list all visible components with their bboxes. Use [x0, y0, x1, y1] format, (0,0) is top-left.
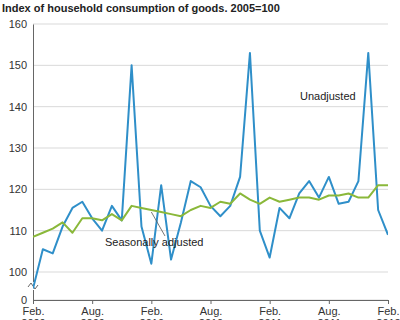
plot-area [33, 53, 388, 289]
x-tick-label-line: Feb. [259, 305, 281, 317]
x-tick-mark [151, 300, 152, 304]
x-tick-label-line: Aug. [318, 305, 341, 317]
x-tick-mark [92, 300, 93, 304]
x-tick: Feb.2009 [21, 300, 45, 320]
y-tick: 150 [9, 59, 33, 71]
y-axis-line [33, 25, 34, 301]
x-axis: Feb.2009Aug.2009Feb.2010Aug.2010Feb.2011… [21, 300, 400, 320]
grid-line [33, 272, 388, 273]
x-tick: Aug.2011 [318, 300, 342, 320]
series-annotation: Unadjusted [300, 90, 356, 102]
x-tick-label: Aug.2009 [80, 305, 104, 320]
x-tick: Feb.2012 [376, 300, 400, 320]
grid-line [33, 106, 388, 107]
chart: Index of household consumption of goods.… [0, 0, 400, 320]
x-tick-mark [388, 300, 389, 304]
y-tick-label: 140 [9, 101, 27, 113]
y-tick: 110 [9, 225, 33, 237]
y-tick-label: 150 [9, 59, 27, 71]
x-tick-label-line: Feb. [377, 305, 399, 317]
grid-line [33, 65, 388, 66]
x-tick-label: Feb.2010 [140, 305, 164, 320]
grid-line [33, 24, 388, 25]
y-tick: 120 [9, 183, 33, 195]
x-tick-label: Feb.2009 [21, 305, 45, 320]
y-tick: 130 [9, 142, 33, 154]
title: Index of household consumption of goods.… [2, 2, 280, 14]
x-tick: Feb.2011 [258, 300, 282, 320]
x-axis-line [34, 301, 389, 305]
series-line [33, 53, 388, 289]
x-tick-label: Aug.2010 [199, 305, 223, 320]
x-tick-label-line: 2011 [258, 317, 282, 320]
x-tick-label-line: 2010 [199, 317, 223, 320]
y-tick: 160 [9, 18, 33, 30]
annotation-leader [151, 212, 165, 236]
grid-line [33, 148, 388, 149]
y-tick-label: 130 [9, 142, 27, 154]
x-tick-mark [329, 300, 330, 304]
x-tick-label-line: Feb. [22, 305, 44, 317]
y-axis: 0100110120130140150160 [9, 18, 34, 306]
x-tick-label-line: 2012 [376, 317, 400, 320]
x-tick-label: Aug.2011 [318, 305, 342, 320]
x-tick-label-line: 2010 [140, 317, 164, 320]
series-annotation: Seasonally adjusted [105, 236, 203, 248]
x-tick-label-line: Aug. [81, 305, 104, 317]
x-tick-mark [33, 300, 34, 304]
x-tick-label-line: 2011 [318, 317, 342, 320]
y-tick: 140 [9, 101, 33, 113]
grid-line [33, 230, 388, 231]
y-tick-label: 100 [9, 266, 27, 278]
x-tick-label: Feb.2011 [258, 305, 282, 320]
series-line [33, 185, 388, 237]
y-tick-label: 120 [9, 183, 27, 195]
grid-line [33, 189, 388, 190]
x-tick-mark [270, 300, 271, 304]
grid [33, 24, 388, 300]
y-tick: 100 [9, 266, 33, 278]
x-tick-label-line: 2009 [21, 317, 45, 320]
x-tick-mark [211, 300, 212, 304]
x-tick: Feb.2010 [140, 300, 164, 320]
x-tick-label-line: Feb. [141, 305, 163, 317]
x-tick-label-line: Aug. [200, 305, 223, 317]
y-tick-label: 110 [9, 225, 27, 237]
x-tick-label: Feb.2012 [376, 305, 400, 320]
x-tick-label-line: 2009 [80, 317, 104, 320]
x-tick: Aug.2009 [80, 300, 104, 320]
x-tick: Aug.2010 [199, 300, 223, 320]
y-tick-label: 160 [9, 18, 27, 30]
